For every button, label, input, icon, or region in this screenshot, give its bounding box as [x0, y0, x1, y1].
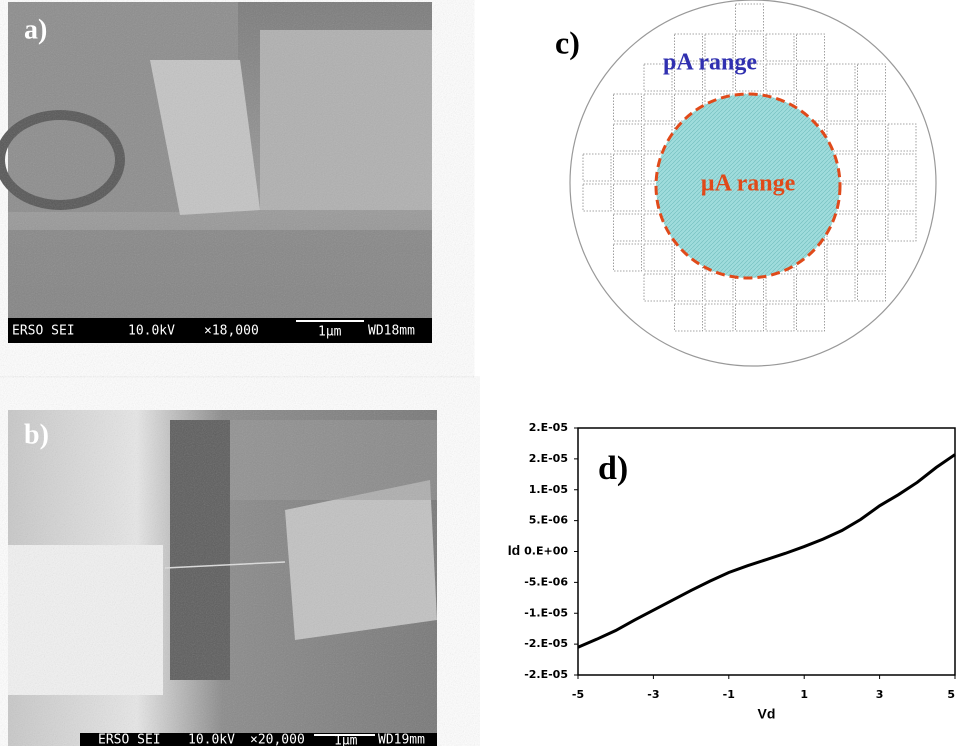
sem-info: 1µm	[318, 325, 342, 340]
x-axis-label: Vd	[758, 706, 776, 722]
y-tick-label: -5.E-06	[524, 575, 568, 588]
data-line	[578, 455, 955, 648]
chart-title: d)	[598, 450, 628, 487]
iv-chart: -2.E-05 -2.E-05 -1.E-05 -5.E-06 0.E+00 5.E-06…	[508, 421, 955, 722]
sem-info: ×20,000	[250, 733, 305, 746]
x-tick-label: -1	[723, 688, 735, 701]
region-label: µA range	[701, 171, 796, 197]
sem-info: ERSO SEI	[98, 733, 161, 746]
figure: a) ERSO SEI 10.0kV ×18,000 1µm WD18mm b)…	[0, 0, 962, 746]
y-axis-label: Id	[508, 542, 520, 558]
y-tick-label: 0.E+00	[524, 545, 568, 558]
y-tick-label: -2.E-05	[524, 637, 568, 650]
sem-info: ERSO SEI	[12, 324, 75, 339]
x-tick-label: 5	[947, 688, 955, 701]
y-tick-label: -2.E-05	[524, 668, 568, 681]
sem-image-b	[8, 410, 437, 746]
x-tick-label: -5	[572, 688, 584, 701]
sem-info: 1µm	[334, 734, 358, 746]
figure-canvas: a) ERSO SEI 10.0kV ×18,000 1µm WD18mm b)…	[0, 0, 962, 746]
sem-info: 10.0kV	[188, 733, 235, 746]
plot-frame	[578, 428, 955, 675]
sem-info: WD18mm	[368, 324, 415, 339]
sem-info: 10.0kV	[128, 324, 175, 339]
sem-image-a	[0, 2, 432, 343]
y-tick-label: -1.E-05	[524, 606, 568, 619]
y-tick-label: 2.E-05	[529, 421, 568, 434]
panel-label: c)	[555, 24, 580, 60]
sem-info: WD19mm	[378, 733, 425, 746]
panel-label: b)	[24, 419, 49, 450]
y-tick-label: 5.E-06	[529, 514, 569, 527]
y-tick-label: 2.E-05	[529, 452, 568, 465]
region-label: pA range	[663, 50, 757, 76]
y-tick-label: 1.E-05	[529, 483, 568, 496]
x-tick-label: 1	[800, 688, 808, 701]
x-tick-label: -3	[647, 688, 659, 701]
sem-info: ×18,000	[204, 324, 259, 339]
panel-label: a)	[24, 14, 47, 45]
x-tick-label: 3	[876, 688, 884, 701]
